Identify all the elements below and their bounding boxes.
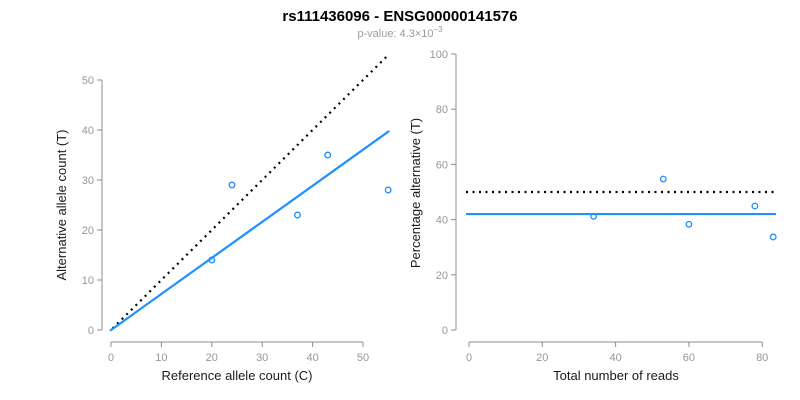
pvalue-exponent: −3	[434, 25, 444, 34]
data-point	[324, 151, 332, 159]
data-point	[228, 181, 236, 189]
left-plot: 0 10 20 30 40 50 0 10 20 30 40 50	[82, 55, 392, 364]
x-tick-label: 10	[155, 352, 167, 364]
left-yaxis-title: Alternative allele count (T)	[54, 129, 69, 280]
x-tick-label: 30	[256, 352, 268, 364]
y-tick-label: 0	[88, 325, 94, 337]
data-point	[751, 202, 759, 210]
x-tick-label: 40	[306, 352, 318, 364]
fit-line	[109, 130, 390, 332]
figure-subtitle: p-value: 4.3×10−3	[357, 25, 443, 40]
figure-title: rs111436096 - ENSG00000141576	[282, 8, 517, 25]
right-yaxis-title: Percentage alternative (T)	[408, 118, 423, 268]
y-tick-label: 20	[82, 225, 94, 237]
data-point	[769, 233, 777, 241]
x-tick-label: 60	[683, 352, 695, 364]
y-tick-label: 80	[436, 104, 448, 116]
y-tick-label: 40	[436, 215, 448, 227]
y-tick-label: 50	[82, 75, 94, 87]
data-point	[685, 220, 693, 228]
x-tick-label: 0	[466, 352, 472, 364]
data-point	[294, 211, 301, 219]
data-point	[659, 175, 667, 183]
pvalue-text: p-value: 4.3×10	[357, 28, 433, 40]
data-point	[384, 186, 392, 194]
x-tick-label: 20	[206, 352, 218, 364]
x-tick-label: 50	[357, 352, 369, 364]
y-tick-label: 20	[436, 270, 448, 282]
y-tick-label: 60	[436, 159, 448, 171]
x-tick-label: 40	[609, 352, 621, 364]
x-tick-label: 0	[108, 352, 114, 364]
right-plot: 0 20 40 60 80 0 20 40 60 80 100	[430, 49, 777, 364]
identity-line	[111, 55, 388, 330]
x-tick-label: 80	[756, 352, 768, 364]
y-tick-label: 100	[430, 49, 448, 61]
y-tick-label: 40	[82, 125, 94, 137]
y-tick-label: 0	[442, 325, 448, 337]
y-tick-label: 10	[82, 275, 94, 287]
right-xaxis-title: Total number of reads	[553, 368, 679, 383]
left-xaxis-title: Reference allele count (C)	[161, 368, 312, 383]
x-tick-label: 20	[536, 352, 548, 364]
y-tick-label: 30	[82, 175, 94, 187]
